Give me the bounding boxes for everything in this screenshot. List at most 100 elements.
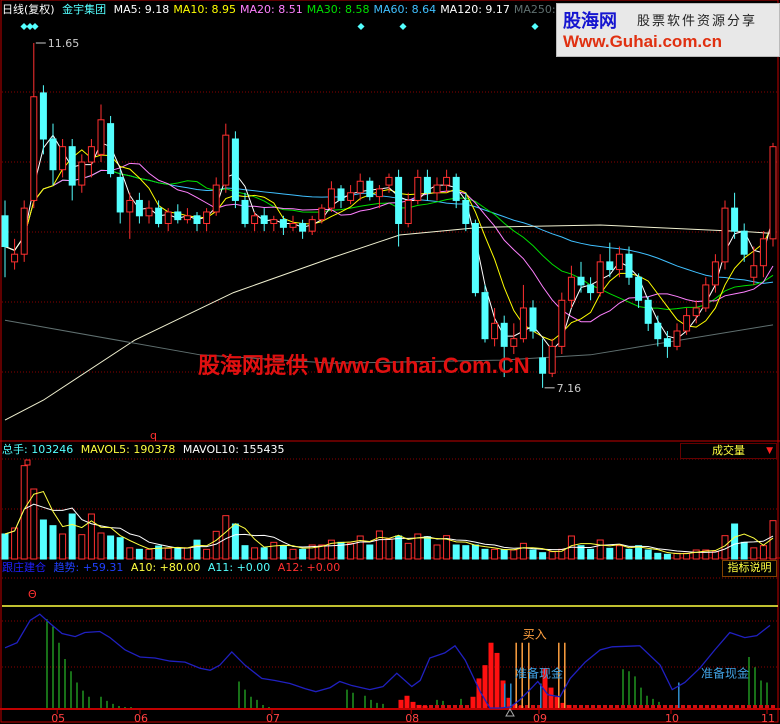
baseline-red-mark xyxy=(531,705,535,708)
candle-body xyxy=(596,261,604,294)
volume-bar xyxy=(1,533,9,560)
volume-bar xyxy=(587,548,595,560)
candle-body xyxy=(558,299,566,347)
volume-bar xyxy=(366,544,374,560)
ma250-line xyxy=(4,319,774,364)
volume-bar xyxy=(385,538,393,560)
candle-body xyxy=(635,276,643,301)
ma-label: MA5: 9.18 xyxy=(113,3,170,16)
red-bar xyxy=(476,678,482,708)
baseline-red-mark xyxy=(747,705,751,708)
q-marker-icon: q xyxy=(150,429,157,442)
candle-body xyxy=(347,192,355,201)
candle xyxy=(231,131,239,209)
candle-body xyxy=(155,207,163,224)
baseline-red-mark xyxy=(435,705,439,708)
baseline-red-mark xyxy=(447,705,451,708)
candle-body xyxy=(289,222,297,228)
mavol5-value: MAVOL5: 190378 xyxy=(80,443,176,456)
indicator-name[interactable]: 跟庄建仓 xyxy=(2,561,46,574)
candle-body xyxy=(529,307,537,332)
candle-body xyxy=(471,222,479,294)
candle xyxy=(270,215,278,232)
volume-bar xyxy=(126,547,134,560)
baseline-red-mark xyxy=(645,705,649,708)
baseline-red-mark xyxy=(633,705,637,708)
volume-bar xyxy=(395,535,403,560)
x-tick-label: 07 xyxy=(266,712,280,724)
indicator-help-button[interactable]: 指标说明 xyxy=(722,560,777,577)
candle xyxy=(375,185,383,209)
candle xyxy=(395,169,403,247)
candle-body xyxy=(39,92,47,140)
volume-bar xyxy=(193,539,201,560)
x-tick-label: 06 xyxy=(134,712,148,724)
volume-bar xyxy=(731,523,739,560)
candle-body xyxy=(750,265,758,278)
candle xyxy=(289,215,297,232)
signal-diamond-icon xyxy=(31,22,39,31)
baseline-red-mark xyxy=(693,705,697,708)
red-bar xyxy=(488,642,494,708)
candle xyxy=(116,169,124,224)
volume-marker-icon xyxy=(24,459,31,466)
baseline-red-mark xyxy=(681,705,685,708)
candle-body xyxy=(711,261,719,286)
candle xyxy=(203,208,211,232)
candle xyxy=(30,43,38,209)
signal-diamond-icon xyxy=(357,22,365,31)
baseline-red-mark xyxy=(669,705,673,708)
volume-bar xyxy=(347,542,355,560)
volume-bar xyxy=(68,513,76,560)
volume-bar xyxy=(673,552,681,560)
candle-body xyxy=(30,96,38,201)
volume-bar xyxy=(471,544,479,560)
baseline-red-mark xyxy=(537,705,541,708)
red-bar xyxy=(548,687,554,708)
ma-label: MA10: 8.95 xyxy=(173,3,237,16)
signal-diamond-icon xyxy=(26,22,34,31)
candle xyxy=(260,208,268,232)
baseline-red-mark xyxy=(603,705,607,708)
volume-bar xyxy=(375,530,383,560)
candle-body xyxy=(20,207,28,255)
candle-body xyxy=(433,184,441,194)
baseline-red-mark xyxy=(741,705,745,708)
candle xyxy=(20,200,28,262)
ma-label: MA30: 8.58 xyxy=(306,3,370,16)
volume-bar xyxy=(59,533,67,560)
volume-bar xyxy=(231,523,239,560)
candle xyxy=(702,277,710,312)
volume-bar xyxy=(683,552,691,560)
candle-body xyxy=(299,222,307,232)
candle xyxy=(558,292,566,355)
volume-bar xyxy=(443,535,451,560)
volume-bar xyxy=(174,547,182,560)
candle xyxy=(385,173,393,193)
red-bar xyxy=(506,697,512,708)
baseline-red-mark xyxy=(717,705,721,708)
candle-body xyxy=(740,230,748,255)
candle xyxy=(596,254,604,297)
trend-value: 趋势: +59.31 xyxy=(53,561,124,574)
candle-body xyxy=(279,219,287,228)
candle-body xyxy=(49,138,57,171)
candle-body xyxy=(481,292,489,340)
candle xyxy=(155,200,163,228)
volume-bar xyxy=(327,539,335,560)
baseline-red-mark xyxy=(627,705,631,708)
volume-header: 总手: 103246 MAVOL5: 190378 MAVOL10: 15543… xyxy=(2,443,288,457)
candle xyxy=(327,181,335,212)
candle-body xyxy=(87,146,95,163)
candle-body xyxy=(337,188,345,201)
baseline-red-mark xyxy=(585,705,589,708)
volume-bar xyxy=(145,548,153,560)
period-label[interactable]: 日线(复权) xyxy=(2,3,55,16)
signal-diamond-icon xyxy=(20,22,28,31)
candle xyxy=(183,208,191,224)
volume-bar xyxy=(20,465,28,560)
indicator-selector[interactable]: 成交量 ▼ xyxy=(680,443,777,459)
red-bar xyxy=(404,695,410,708)
candle-body xyxy=(107,123,115,175)
